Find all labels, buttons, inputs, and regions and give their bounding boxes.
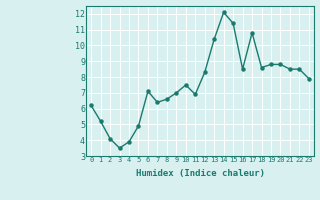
X-axis label: Humidex (Indice chaleur): Humidex (Indice chaleur) (135, 169, 265, 178)
